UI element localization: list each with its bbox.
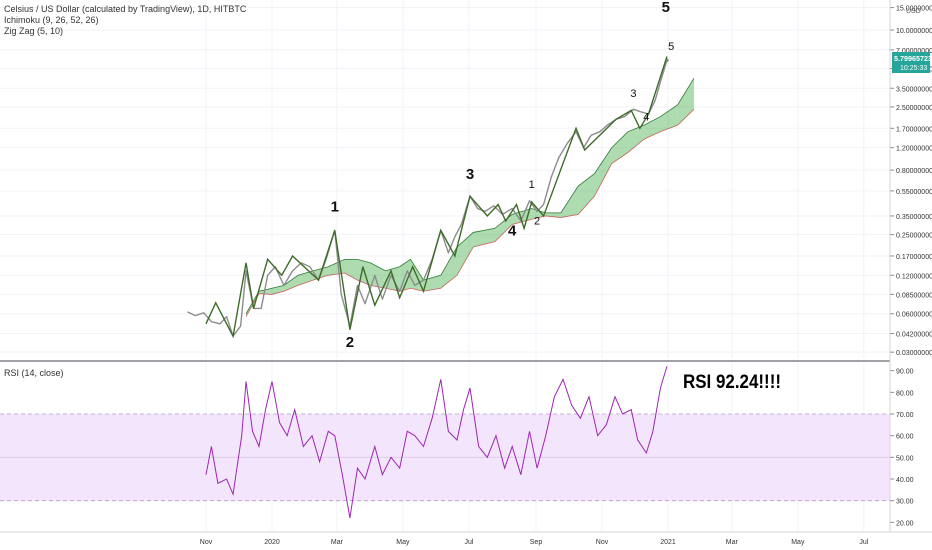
price-tick-label: 0.80000000 <box>896 168 932 175</box>
cloud-segment <box>473 228 495 247</box>
currency-label: USD <box>906 8 921 15</box>
time-tick-label: Mar <box>726 539 739 546</box>
cloud-segment <box>545 212 561 218</box>
time-tick-label: Nov <box>596 539 609 546</box>
wave-label-major: 4 <box>508 223 517 240</box>
time-tick-label: Jul <box>859 539 868 546</box>
price-tick-label: 0.08500000 <box>896 292 932 299</box>
last-price-tag: 5.79965723 10:25:33 <box>892 52 932 73</box>
price-axis: 15.0000000010.000000007.000000005.000000… <box>890 6 932 357</box>
wave-label-major: 2 <box>346 334 354 351</box>
cloud-segment <box>660 104 678 132</box>
price-tick-label: 0.35000000 <box>896 214 932 221</box>
wave-label-minor: 4 <box>643 112 649 124</box>
price-line <box>187 60 668 337</box>
zigzag-line <box>205 56 668 339</box>
price-tick-label: 10.00000000 <box>896 28 932 35</box>
price-tick-label: 1.20000000 <box>896 146 932 153</box>
legend-zigzag[interactable]: Zig Zag (5, 10) <box>4 26 63 36</box>
time-tick-label: May <box>396 539 410 546</box>
time-tick-label: 2021 <box>660 539 676 546</box>
cloud-segment <box>440 246 458 289</box>
cloud-segment <box>457 232 474 276</box>
price-tick-label: 0.12000000 <box>896 273 932 280</box>
price-tick-label: 2.50000000 <box>896 105 932 112</box>
time-tick-label: Nov <box>200 539 213 546</box>
price-grid <box>0 0 890 531</box>
time-axis: Nov 2020 Mar May Jul Sep Nov 2021 Mar May Jul <box>200 539 869 546</box>
price-tick-label: 0.03000000 <box>896 350 932 357</box>
wave-label-minor: 3 <box>630 88 636 100</box>
last-price-bg <box>892 52 930 73</box>
price-tick-label: 0.06000000 <box>896 312 932 319</box>
rsi-band-fill <box>0 414 890 501</box>
rsi-band <box>0 413 890 502</box>
price-tick-label: 15.00000000 <box>896 6 932 13</box>
time-tick-label: 2020 <box>264 539 280 546</box>
wave-label-major: 1 <box>331 198 339 215</box>
legend-ichimoku[interactable]: Ichimoku (9, 26, 52, 26) <box>4 15 99 25</box>
cloud-span-a <box>245 77 695 314</box>
price-tick-label: 0.55000000 <box>896 189 932 196</box>
time-tick-label: Sep <box>530 539 543 546</box>
cloud-segment <box>283 275 298 292</box>
rsi-tick-label: 20.00 <box>896 520 914 527</box>
cloud-segment <box>594 147 612 197</box>
cloud-segment <box>677 78 694 126</box>
legend-symbol: Celsius / US Dollar (calculated by Tradi… <box>4 4 247 14</box>
last-price-countdown: 10:25:33 <box>900 65 927 72</box>
rsi-tick-label: 50.00 <box>896 455 914 462</box>
cloud-segment <box>494 214 513 242</box>
rsi-tick-label: 80.00 <box>896 390 914 397</box>
rsi-axis: 90.00 80.00 70.00 60.00 50.00 40.00 30.00 20.00 <box>890 369 914 527</box>
price-tick-label: 0.25000000 <box>896 233 932 240</box>
rsi-annotation: RSI 92.24!!!! <box>683 372 781 393</box>
time-tick-label: Jul <box>464 539 473 546</box>
wave-label-minor: 1 <box>529 179 535 191</box>
cloud-segment <box>328 259 345 276</box>
rsi-tick-label: 30.00 <box>896 499 914 506</box>
wave-label-major: 5 <box>662 0 670 16</box>
cloud-segment <box>578 173 595 215</box>
price-tick-label: 0.04200000 <box>896 332 932 339</box>
rsi-tick-label: 40.00 <box>896 477 914 484</box>
zigzag-series <box>205 56 668 339</box>
legend-rsi[interactable]: RSI (14, close) <box>4 368 64 378</box>
cloud-segment <box>259 288 272 295</box>
rsi-tick-label: 60.00 <box>896 434 914 441</box>
rsi-line <box>205 366 668 519</box>
rsi-tick-label: 90.00 <box>896 369 914 376</box>
price-tick-label: 7.00000000 <box>896 48 932 55</box>
time-tick-label: Mar <box>331 539 344 546</box>
wave-label-minor: 5 <box>668 41 674 53</box>
rsi-tick-label: 70.00 <box>896 412 914 419</box>
rsi-series <box>205 366 668 519</box>
cloud-segment <box>560 186 579 218</box>
price-tick-label: 0.17000000 <box>896 254 932 261</box>
cloud-segment <box>627 125 645 153</box>
cloud-segment <box>611 131 628 164</box>
wave-label-major: 3 <box>466 166 474 183</box>
cloud-span-b <box>245 108 695 317</box>
last-price-value: 5.79965723 <box>894 54 932 63</box>
cloud-segment <box>344 259 358 281</box>
wave-label-minor: 2 <box>534 215 540 227</box>
price-tick-label: 3.50000000 <box>896 86 932 93</box>
price-tick-label: 1.70000000 <box>896 126 932 133</box>
time-tick-label: May <box>791 539 805 546</box>
